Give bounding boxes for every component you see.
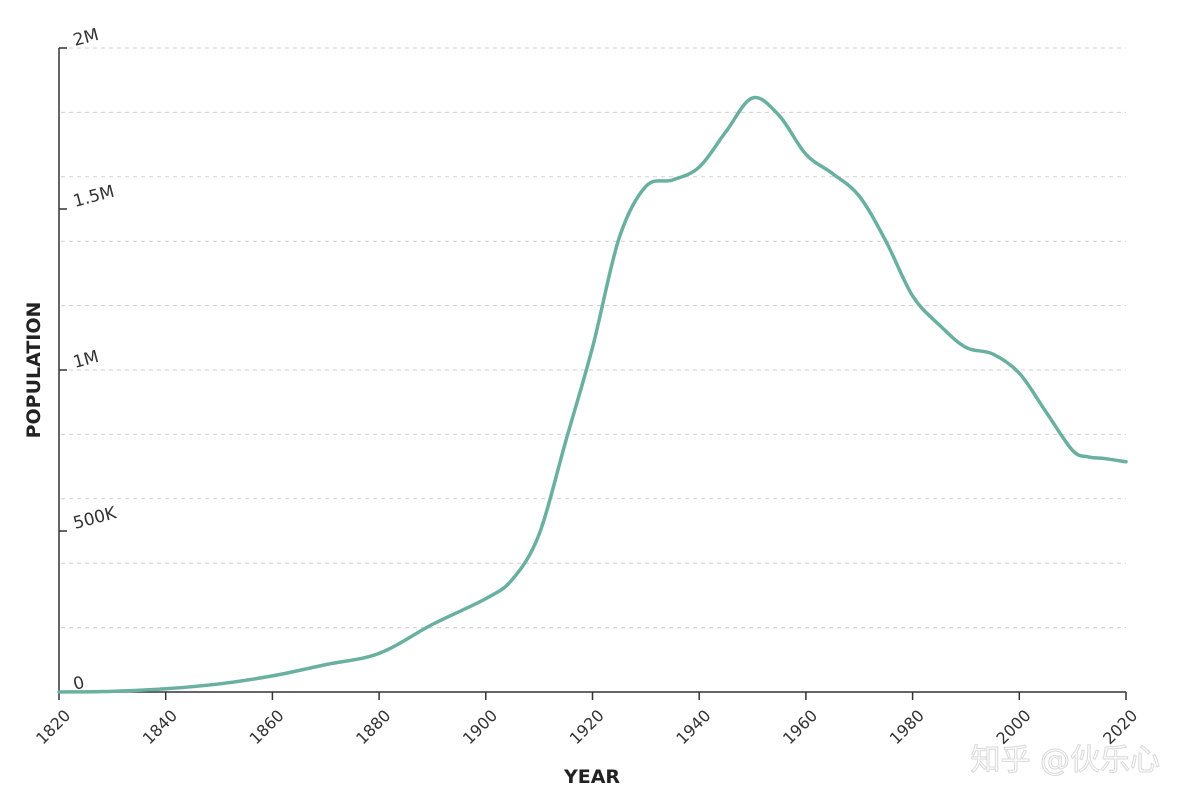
watermark-text: 知乎 @伙乐心 [970,743,1160,778]
x-tick-label: 2000 [992,706,1034,748]
y-ticks: 0 500K 1M 1.5M 2M [59,25,119,695]
y-tick-label: 1M [71,347,101,373]
x-axis-title: YEAR [563,766,620,788]
y-tick-label: 0 [71,673,87,695]
series-line [57,95,1128,694]
x-ticks: 1820 1840 1860 1880 1900 1920 1940 1960 1980 2000… [32,692,1141,748]
x-tick-label: 1820 [32,706,74,748]
x-tick-label: 1840 [139,706,181,748]
y-tick-label: 1.5M [71,182,116,212]
x-tick-label: 1900 [459,706,501,748]
x-tick-label: 1920 [566,706,608,748]
x-tick-label: 1960 [779,706,821,748]
y-tick-label: 2M [71,25,101,51]
y-axis-title: POPULATION [23,302,45,439]
y-tick-label: 500K [71,503,119,534]
x-tick-label: 1940 [672,706,714,748]
x-tick-label: 1980 [886,706,928,748]
x-tick-label: 1860 [245,706,287,748]
x-tick-label: 2020 [1099,706,1141,748]
series [57,95,1128,694]
gridlines [61,47,1126,629]
x-tick-label: 1880 [352,706,394,748]
